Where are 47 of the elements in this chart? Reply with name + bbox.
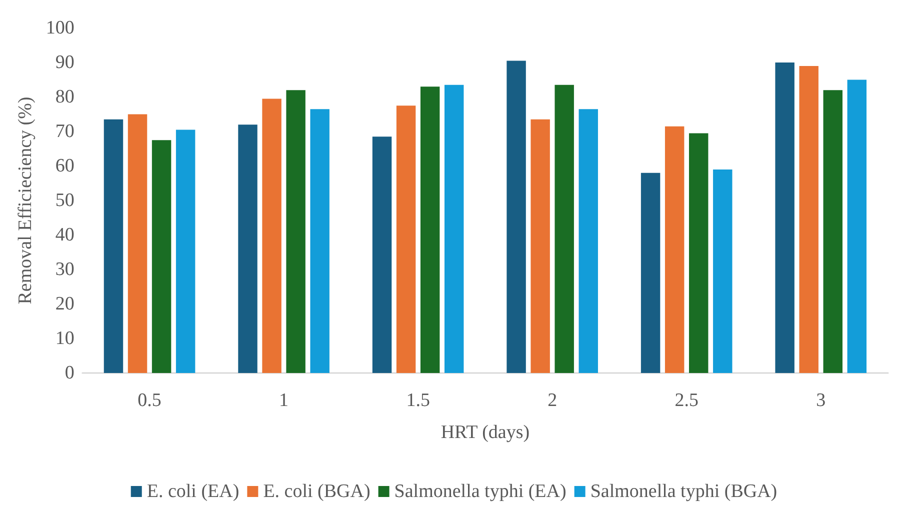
x-tick-label: 0.5 bbox=[138, 390, 162, 411]
x-tick-label: 2 bbox=[548, 390, 558, 411]
bar bbox=[176, 130, 196, 373]
legend-label: E. coli (BGA) bbox=[263, 481, 370, 502]
bar bbox=[664, 126, 684, 373]
bar bbox=[104, 119, 124, 373]
y-axis-title: Removal Efficieciency (%) bbox=[15, 96, 36, 304]
bar bbox=[640, 172, 660, 373]
y-tick-label: 20 bbox=[55, 294, 74, 314]
x-axis-title: HRT (days) bbox=[440, 422, 530, 443]
y-tick-label: 30 bbox=[55, 259, 74, 280]
bar bbox=[128, 114, 148, 373]
bar bbox=[286, 90, 306, 373]
bar bbox=[262, 98, 282, 373]
bar bbox=[152, 140, 172, 373]
y-tick-label: 70 bbox=[55, 121, 74, 142]
legend-label: E. coli (EA) bbox=[146, 481, 240, 502]
bar bbox=[420, 86, 440, 373]
legend-label: Salmonella typhi (EA) bbox=[394, 481, 566, 502]
bar bbox=[310, 109, 330, 373]
bar bbox=[799, 66, 818, 373]
bar bbox=[372, 136, 392, 373]
bar bbox=[530, 119, 550, 373]
bar bbox=[238, 124, 258, 373]
y-tick-label: 80 bbox=[55, 86, 74, 108]
x-tick-label: 1 bbox=[279, 390, 289, 411]
y-tick-label: 40 bbox=[55, 224, 74, 246]
bar bbox=[823, 90, 842, 373]
y-tick-label: 0 bbox=[64, 362, 74, 384]
bar bbox=[444, 84, 464, 373]
y-tick-label: 90 bbox=[55, 52, 74, 73]
x-tick-label: 2.5 bbox=[674, 390, 698, 411]
bar bbox=[578, 109, 598, 373]
y-tick-label: 10 bbox=[55, 328, 74, 349]
legend-label: Salmonella typhi (BGA) bbox=[590, 481, 778, 502]
y-tick-label: 50 bbox=[55, 190, 74, 211]
x-tick-label: 1.5 bbox=[406, 390, 430, 411]
y-tick-label: 60 bbox=[55, 156, 74, 176]
bar bbox=[847, 80, 867, 373]
bar bbox=[775, 62, 794, 373]
x-tick-label: 3 bbox=[816, 390, 826, 411]
bar bbox=[713, 169, 732, 373]
bar bbox=[506, 60, 526, 373]
bar bbox=[396, 106, 416, 373]
bar bbox=[689, 133, 708, 373]
bar bbox=[554, 84, 574, 373]
y-tick-label: 100 bbox=[46, 18, 74, 38]
